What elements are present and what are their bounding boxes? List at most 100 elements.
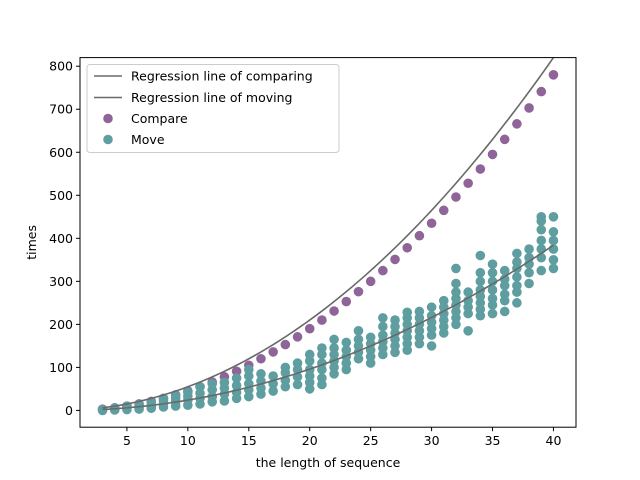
- move-point: [463, 295, 473, 306]
- regression-line-comparing: [102, 57, 555, 409]
- move-point: [536, 224, 547, 235]
- move-point: [365, 332, 376, 343]
- move-point: [463, 326, 473, 336]
- compare-point: [304, 323, 315, 334]
- x-tick-label: 5: [123, 433, 131, 448]
- compare-point: [548, 70, 559, 80]
- x-tick-label: 30: [424, 433, 440, 448]
- compare-point: [426, 218, 437, 229]
- y-axis: 0 100 200 300 400 500 600 700 800: [49, 59, 80, 418]
- move-point: [341, 337, 352, 348]
- move-point: [512, 280, 522, 291]
- move-point: [292, 358, 303, 368]
- move-point: [414, 306, 425, 317]
- x-tick-label: 40: [546, 433, 562, 448]
- move-point: [512, 257, 522, 267]
- y-tick-label: 800: [49, 59, 73, 74]
- compare-point: [487, 149, 498, 160]
- move-point: [499, 289, 510, 300]
- compare-point: [329, 306, 339, 316]
- move-point: [499, 265, 510, 276]
- compare-point: [499, 134, 510, 145]
- move-point: [475, 276, 486, 287]
- move-point: [231, 373, 242, 383]
- move-point: [329, 343, 339, 353]
- compare-point: [512, 119, 522, 129]
- move-point: [243, 364, 254, 375]
- move-point: [378, 321, 388, 332]
- legend: Regression line of comparing Regression …: [86, 64, 340, 153]
- plot-marks: [97, 57, 559, 416]
- move-point: [524, 278, 534, 289]
- move-point: [304, 349, 315, 360]
- move-point: [451, 287, 461, 297]
- x-axis: 5 10 15 20 25 30 35 40: [123, 427, 562, 448]
- move-point: [499, 306, 510, 317]
- compare-point: [414, 230, 425, 241]
- legend-label-move: Move: [131, 132, 165, 147]
- move-point: [353, 334, 364, 345]
- legend-marker-move: [103, 134, 113, 145]
- move-point: [475, 250, 486, 261]
- y-tick-label: 200: [49, 317, 73, 332]
- move-point: [256, 369, 266, 379]
- move-point: [524, 244, 534, 254]
- move-point: [487, 276, 498, 287]
- plot-frame: [79, 57, 577, 428]
- compare-point: [268, 347, 278, 357]
- move-point: [548, 211, 559, 222]
- move-point: [341, 345, 352, 355]
- move-point: [487, 267, 498, 278]
- y-tick-label: 100: [49, 360, 73, 375]
- compare-point: [317, 315, 327, 325]
- move-point: [353, 326, 364, 336]
- regression-line-moving: [102, 244, 554, 411]
- legend-label-compare: Compare: [131, 111, 188, 126]
- move-point: [487, 308, 498, 319]
- y-tick-label: 400: [49, 231, 73, 246]
- move-point: [292, 379, 303, 390]
- move-point: [219, 396, 230, 406]
- compare-point: [524, 103, 534, 113]
- move-point: [536, 265, 547, 276]
- y-axis-title: times: [24, 225, 39, 260]
- x-axis-title: the length of sequence: [256, 455, 401, 470]
- move-point: [219, 377, 230, 388]
- move-point: [207, 378, 218, 389]
- compare-point: [475, 164, 486, 174]
- move-point: [463, 287, 473, 297]
- compare-point: [390, 254, 400, 265]
- y-tick-label: 700: [49, 102, 73, 117]
- move-point: [524, 267, 534, 278]
- move-point: [438, 295, 449, 306]
- compare-point: [231, 366, 242, 377]
- x-tick-label: 20: [302, 433, 318, 448]
- compare-point: [402, 242, 413, 253]
- move-point: [475, 267, 486, 278]
- move-point: [268, 386, 278, 396]
- move-point: [487, 293, 498, 304]
- move-point: [548, 263, 559, 274]
- move-point: [256, 383, 266, 393]
- compare-point: [353, 286, 364, 297]
- move-point: [268, 371, 278, 381]
- move-point: [402, 307, 413, 318]
- x-tick-label: 10: [180, 433, 196, 448]
- compare-point: [451, 192, 461, 202]
- move-point: [512, 272, 522, 282]
- move-point: [512, 298, 522, 308]
- move-point: [451, 263, 461, 274]
- move-point: [378, 330, 388, 340]
- y-tick-label: 300: [49, 274, 73, 289]
- x-tick-label: 35: [485, 433, 501, 448]
- move-point: [243, 391, 254, 402]
- move-point: [195, 381, 205, 392]
- move-point: [390, 315, 400, 325]
- move-point: [487, 285, 498, 295]
- y-tick-label: 500: [49, 188, 73, 203]
- y-tick-label: 0: [65, 403, 73, 418]
- compare-point: [256, 353, 266, 364]
- move-point: [317, 373, 327, 383]
- move-point: [378, 313, 388, 323]
